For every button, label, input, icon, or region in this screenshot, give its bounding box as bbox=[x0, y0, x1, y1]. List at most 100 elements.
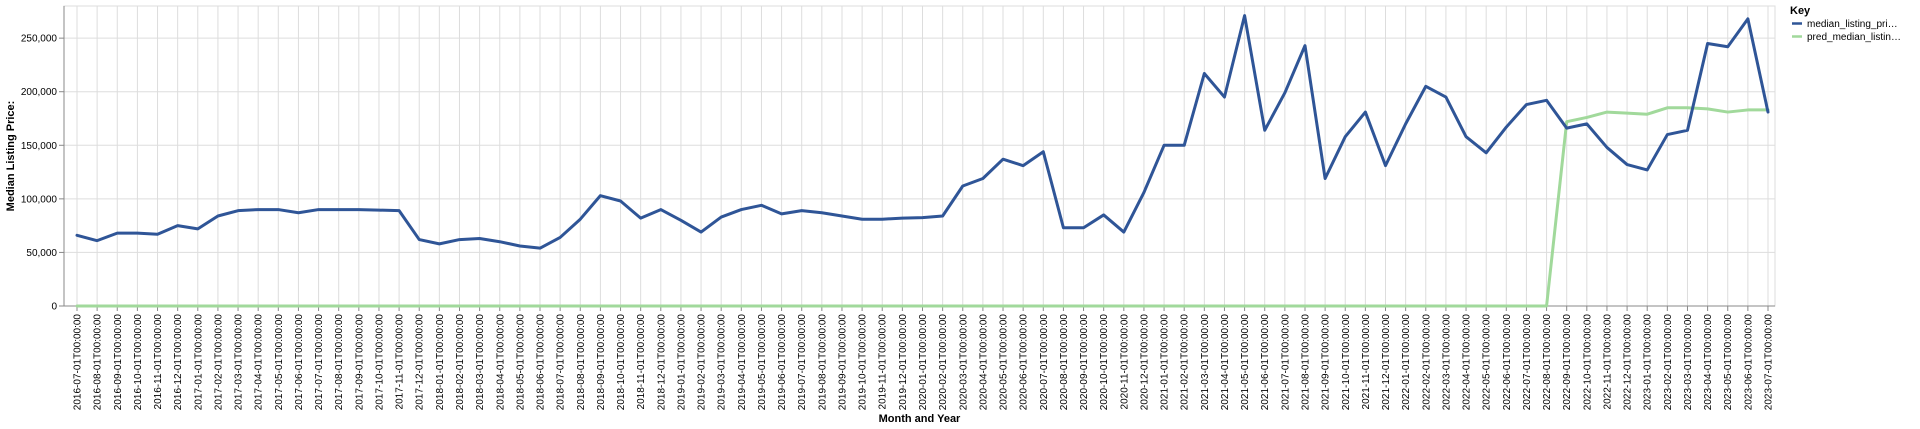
x-tick-label: 2020-02-01T00:00:00 bbox=[938, 314, 949, 411]
x-tick-label: 2020-09-01T00:00:00 bbox=[1079, 314, 1090, 411]
x-tick-label: 2020-03-01T00:00:00 bbox=[958, 314, 969, 411]
x-tick-label: 2017-12-01T00:00:00 bbox=[415, 314, 426, 411]
x-tick-label: 2023-01-01T00:00:00 bbox=[1643, 314, 1654, 411]
x-tick-label: 2020-10-01T00:00:00 bbox=[1099, 314, 1110, 411]
x-tick-label: 2018-02-01T00:00:00 bbox=[455, 314, 466, 411]
x-tick-label: 2019-02-01T00:00:00 bbox=[697, 314, 708, 411]
x-tick-label: 2019-12-01T00:00:00 bbox=[898, 314, 909, 411]
x-tick-label: 2019-07-01T00:00:00 bbox=[797, 314, 808, 411]
x-tick-label: 2018-06-01T00:00:00 bbox=[536, 314, 547, 411]
x-tick-label: 2016-07-01T00:00:00 bbox=[73, 314, 84, 411]
legend-label-1: median_listing_pri… bbox=[1807, 19, 1898, 30]
x-tick-label: 2023-07-01T00:00:00 bbox=[1764, 314, 1775, 411]
legend-title: Key bbox=[1790, 5, 1811, 17]
x-tick-label: 2022-11-01T00:00:00 bbox=[1602, 314, 1613, 410]
x-tick-label: 2018-11-01T00:00:00 bbox=[636, 314, 647, 410]
x-tick-label: 2016-10-01T00:00:00 bbox=[133, 314, 144, 411]
x-tick-label: 2020-11-01T00:00:00 bbox=[1119, 314, 1130, 410]
x-tick-label: 2017-10-01T00:00:00 bbox=[374, 314, 385, 411]
y-axis-title: Median Listing Price: bbox=[5, 101, 17, 212]
x-tick-label: 2017-09-01T00:00:00 bbox=[354, 314, 365, 411]
x-tick-label: 2017-03-01T00:00:00 bbox=[234, 314, 245, 411]
x-tick-label: 2017-06-01T00:00:00 bbox=[294, 314, 305, 411]
x-tick-label: 2022-09-01T00:00:00 bbox=[1562, 314, 1573, 411]
x-tick-label: 2019-10-01T00:00:00 bbox=[858, 314, 869, 411]
x-tick-label: 2018-08-01T00:00:00 bbox=[576, 314, 587, 411]
legend-label-2: pred_median_listin… bbox=[1807, 32, 1901, 43]
x-tick-label: 2021-02-01T00:00:00 bbox=[1180, 314, 1191, 411]
y-tick-label: 200,000 bbox=[21, 87, 58, 98]
legend-items: median_listing_pri… pred_median_listin… bbox=[1792, 19, 1901, 43]
x-tick-label: 2018-09-01T00:00:00 bbox=[596, 314, 607, 411]
x-tick-label: 2023-06-01T00:00:00 bbox=[1743, 314, 1754, 411]
x-tick-label: 2021-11-01T00:00:00 bbox=[1361, 314, 1372, 410]
x-tick-label: 2021-06-01T00:00:00 bbox=[1260, 314, 1271, 411]
x-tick-label: 2018-04-01T00:00:00 bbox=[495, 314, 506, 411]
x-tick-label: 2022-12-01T00:00:00 bbox=[1623, 314, 1634, 411]
x-axis-title: Month and Year bbox=[879, 413, 961, 425]
y-tick-label: 50,000 bbox=[26, 248, 57, 259]
x-tick-label: 2022-07-01T00:00:00 bbox=[1522, 314, 1533, 411]
x-tick-label: 2017-11-01T00:00:00 bbox=[395, 314, 406, 410]
x-tick-label: 2021-12-01T00:00:00 bbox=[1381, 314, 1392, 411]
x-tick-label: 2022-10-01T00:00:00 bbox=[1582, 314, 1593, 411]
x-tick-label: 2021-07-01T00:00:00 bbox=[1280, 314, 1291, 411]
x-tick-label: 2018-10-01T00:00:00 bbox=[616, 314, 627, 411]
x-tick-label: 2020-07-01T00:00:00 bbox=[1039, 314, 1050, 411]
x-tick-label: 2019-11-01T00:00:00 bbox=[878, 314, 889, 410]
y-tick-label: 250,000 bbox=[21, 34, 58, 45]
x-tick-label: 2021-04-01T00:00:00 bbox=[1220, 314, 1231, 411]
x-tick-label: 2019-01-01T00:00:00 bbox=[676, 314, 687, 411]
x-tick-label: 2017-01-01T00:00:00 bbox=[193, 314, 204, 411]
x-tick-label: 2017-08-01T00:00:00 bbox=[334, 314, 345, 411]
x-tick-label: 2018-01-01T00:00:00 bbox=[435, 314, 446, 411]
x-tick-label: 2018-05-01T00:00:00 bbox=[515, 314, 526, 411]
x-tick-label: 2022-01-01T00:00:00 bbox=[1401, 314, 1412, 411]
x-tick-label: 2018-12-01T00:00:00 bbox=[656, 314, 667, 411]
x-tick-label: 2020-12-01T00:00:00 bbox=[1139, 314, 1150, 411]
x-tick-label: 2021-08-01T00:00:00 bbox=[1300, 314, 1311, 411]
x-tick-label: 2022-03-01T00:00:00 bbox=[1441, 314, 1452, 411]
y-tick-label: 150,000 bbox=[21, 141, 58, 152]
x-tick-label: 2021-05-01T00:00:00 bbox=[1240, 314, 1251, 411]
x-tick-label: 2016-09-01T00:00:00 bbox=[113, 314, 124, 411]
x-tick-label: 2017-05-01T00:00:00 bbox=[274, 314, 285, 411]
x-tick-label: 2017-04-01T00:00:00 bbox=[254, 314, 265, 411]
x-tick-label: 2017-07-01T00:00:00 bbox=[314, 314, 325, 411]
x-tick-label: 2019-06-01T00:00:00 bbox=[777, 314, 788, 411]
x-tick-label: 2020-08-01T00:00:00 bbox=[1059, 314, 1070, 411]
x-tick-label: 2021-01-01T00:00:00 bbox=[1160, 314, 1171, 411]
x-tick-label: 2016-12-01T00:00:00 bbox=[173, 314, 184, 411]
x-tick-label: 2018-07-01T00:00:00 bbox=[556, 314, 567, 411]
x-tick-label: 2020-04-01T00:00:00 bbox=[978, 314, 989, 411]
x-tick-label: 2022-06-01T00:00:00 bbox=[1502, 314, 1513, 411]
x-tick-label: 2023-04-01T00:00:00 bbox=[1703, 314, 1714, 411]
x-tick-label: 2019-04-01T00:00:00 bbox=[737, 314, 748, 411]
x-tick-label: 2022-08-01T00:00:00 bbox=[1542, 314, 1553, 411]
x-tick-label: 2023-02-01T00:00:00 bbox=[1663, 314, 1674, 411]
y-tick-label: 0 bbox=[51, 302, 57, 313]
x-tick-label: 2020-01-01T00:00:00 bbox=[918, 314, 929, 411]
x-tick-label: 2019-09-01T00:00:00 bbox=[837, 314, 848, 411]
x-tick-label: 2018-03-01T00:00:00 bbox=[475, 314, 486, 411]
x-tick-label: 2022-04-01T00:00:00 bbox=[1462, 314, 1473, 411]
y-tick-label: 100,000 bbox=[21, 194, 58, 205]
x-tick-label: 2023-05-01T00:00:00 bbox=[1723, 314, 1734, 411]
x-tick-label: 2019-03-01T00:00:00 bbox=[717, 314, 728, 411]
axes: 0 50,000 100,000 150,000 200,000 250,000 2016-… bbox=[21, 6, 1775, 410]
plot-frame bbox=[64, 6, 1775, 306]
x-tick-label: 2022-02-01T00:00:00 bbox=[1421, 314, 1432, 411]
x-tick-label: 2016-11-01T00:00:00 bbox=[153, 314, 164, 410]
x-tick-label: 2023-03-01T00:00:00 bbox=[1683, 314, 1694, 411]
x-tick-label: 2019-05-01T00:00:00 bbox=[757, 314, 768, 411]
x-tick-label: 2020-05-01T00:00:00 bbox=[999, 314, 1010, 411]
x-tick-label: 2022-05-01T00:00:00 bbox=[1482, 314, 1493, 411]
x-tick-label: 2021-09-01T00:00:00 bbox=[1321, 314, 1332, 411]
x-tick-label: 2016-08-01T00:00:00 bbox=[93, 314, 104, 411]
x-tick-label: 2021-10-01T00:00:00 bbox=[1341, 314, 1352, 411]
x-tick-label: 2021-03-01T00:00:00 bbox=[1200, 314, 1211, 411]
x-tick-label: 2019-08-01T00:00:00 bbox=[817, 314, 828, 411]
legend: Key median_listing_pri… pred_median_listi… bbox=[1790, 5, 1901, 43]
